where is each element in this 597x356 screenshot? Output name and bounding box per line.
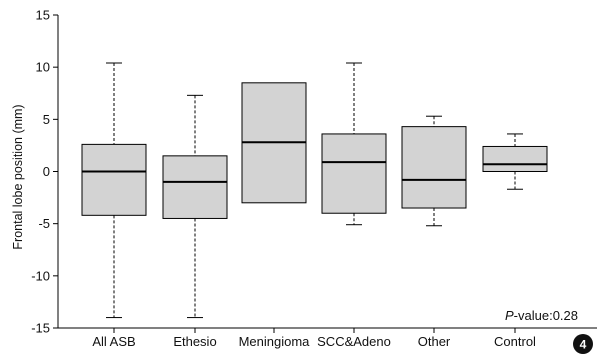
box-scc-adeno	[321, 62, 387, 226]
p-value-rest: -value:0.28	[514, 308, 578, 323]
figure-badge-number: 4	[580, 338, 587, 352]
p-value-annotation: P-value:0.28	[505, 308, 578, 323]
box-all-asb	[81, 62, 147, 319]
y-tick-label: -5	[38, 216, 50, 231]
y-tick-label: 0	[43, 164, 50, 179]
y-tick-label: 15	[36, 8, 50, 23]
box-ethesio	[162, 94, 228, 319]
iqr-box	[321, 133, 387, 214]
box-other	[401, 115, 467, 227]
x-axis-labels: All ASB Ethesio Meningioma SCC&Adeno Other Co…	[92, 328, 536, 349]
x-tick-label: Ethesio	[173, 334, 216, 349]
box-meningioma	[241, 82, 307, 204]
y-axis-ticks: -15 -10 -5 0 5 10 15	[31, 8, 58, 336]
x-tick-label: All ASB	[92, 334, 135, 349]
y-axis-label: Frontal lobe position (mm)	[11, 104, 25, 249]
y-tick-label: -10	[31, 268, 50, 283]
boxes	[81, 62, 548, 319]
x-tick-label: Meningioma	[239, 334, 311, 349]
iqr-box	[162, 155, 228, 219]
iqr-box	[81, 143, 147, 216]
x-tick-label: SCC&Adeno	[317, 334, 391, 349]
x-tick-label: Control	[494, 334, 536, 349]
p-value-italic: P	[505, 308, 514, 323]
x-tick-label: Other	[418, 334, 451, 349]
y-tick-label: 5	[43, 112, 50, 127]
figure-badge-circle	[573, 334, 593, 354]
iqr-box	[401, 126, 467, 209]
y-tick-label: 10	[36, 60, 50, 75]
iqr-box	[482, 145, 548, 173]
y-tick-label: -15	[31, 321, 50, 336]
figure-badge: 4	[573, 334, 593, 354]
box-control	[482, 133, 548, 190]
